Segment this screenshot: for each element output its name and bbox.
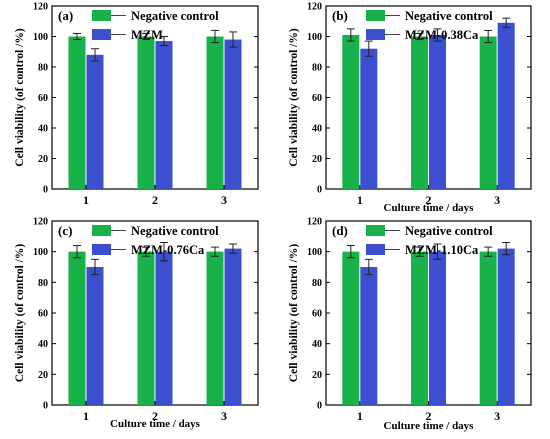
- x-tick-label: 1: [83, 409, 89, 423]
- legend-label: MZM-1.10Ca: [405, 243, 479, 257]
- negative-control-bar: [137, 36, 155, 189]
- negative-control-bar: [206, 251, 224, 405]
- legend-swatch: [92, 10, 111, 21]
- x-tick-label: 2: [152, 193, 158, 207]
- y-tick-label: 60: [312, 309, 322, 320]
- x-tick-label: 3: [221, 409, 227, 423]
- sample-bar: [86, 267, 104, 405]
- panel-label: (c): [58, 223, 72, 238]
- legend-label: MZM-0.76Ca: [131, 243, 205, 257]
- x-tick-label: 2: [426, 193, 432, 207]
- chart-panel-c: 0 20 40 60 80 100 120 Cell viability (of contro…: [14, 217, 259, 430]
- y-axis-label: Cell viability (of control /%): [14, 244, 26, 383]
- negative-control-bar: [479, 251, 497, 405]
- y-tick-label: 60: [38, 93, 48, 104]
- y-tick-label: 40: [38, 339, 48, 350]
- x-tick-label: 3: [494, 193, 500, 207]
- sample-bar: [155, 41, 173, 190]
- chart-panel-d: 0 20 40 60 80 100 120 Cell viability (of contro…: [288, 217, 532, 432]
- y-tick-label: 80: [312, 63, 322, 74]
- y-tick-label: 80: [312, 278, 322, 289]
- x-tick-label: 2: [152, 409, 158, 423]
- sample-bar: [360, 267, 378, 405]
- y-tick-label: 40: [38, 124, 48, 135]
- y-tick-label: 20: [38, 370, 48, 381]
- y-tick-label: 80: [38, 63, 48, 74]
- y-tick-label: 0: [43, 401, 48, 412]
- sample-bar: [224, 248, 242, 405]
- y-tick-label: 20: [38, 154, 48, 165]
- y-tick-label: 120: [33, 2, 48, 13]
- y-tick-label: 20: [312, 370, 322, 381]
- negative-control-bar: [206, 36, 224, 189]
- negative-control-bar: [68, 36, 86, 189]
- panel-label: (b): [332, 8, 348, 23]
- y-tick-label: 120: [33, 217, 48, 228]
- sample-bar: [155, 251, 173, 405]
- sample-bar: [224, 39, 242, 189]
- legend-swatch: [366, 225, 385, 236]
- y-axis-label: Cell viability (of control /%): [288, 28, 300, 167]
- y-tick-label: 0: [317, 185, 322, 196]
- y-tick-label: 60: [38, 309, 48, 320]
- legend-swatch: [366, 244, 385, 255]
- panel-label: (d): [332, 223, 348, 238]
- sample-bar: [429, 251, 446, 405]
- legend-swatch: [366, 10, 385, 21]
- legend-swatch: [92, 244, 111, 255]
- negative-control-bar: [411, 251, 428, 405]
- y-axis-label: Cell viability (of control /%): [14, 28, 26, 167]
- negative-control-bar: [342, 251, 360, 405]
- legend-label: Negative control: [405, 9, 493, 23]
- legend-swatch: [92, 29, 111, 40]
- y-tick-label: 80: [38, 278, 48, 289]
- x-tick-label: 1: [83, 193, 89, 207]
- chart-panel-a: 0 20 40 60 80 100 120 Cell viability (of contro…: [14, 2, 259, 207]
- y-tick-label: 100: [307, 32, 322, 43]
- y-tick-label: 100: [33, 32, 48, 43]
- sample-bar: [360, 48, 378, 190]
- y-tick-label: 120: [307, 217, 322, 228]
- y-tick-label: 100: [307, 247, 322, 258]
- y-tick-label: 0: [43, 185, 48, 196]
- x-tick-label: 2: [426, 409, 432, 423]
- legend-swatch: [92, 225, 111, 236]
- negative-control-bar: [479, 36, 497, 189]
- panel-label: (a): [58, 8, 73, 23]
- sample-bar: [86, 54, 104, 189]
- y-tick-label: 40: [312, 124, 322, 135]
- sample-bar: [497, 22, 515, 190]
- x-tick-label: 1: [357, 193, 363, 207]
- y-axis-label: Cell viability (of control /%): [288, 244, 300, 383]
- x-axis-label: Culture time / days: [384, 202, 475, 214]
- negative-control-bar: [342, 34, 360, 189]
- legend-label: Negative control: [405, 224, 493, 238]
- y-tick-label: 20: [312, 154, 322, 165]
- x-tick-label: 3: [494, 409, 500, 423]
- x-axis-label: Culture time / days: [384, 420, 475, 432]
- legend-label: Negative control: [131, 224, 219, 238]
- x-tick-label: 3: [221, 193, 227, 207]
- negative-control-bar: [411, 36, 428, 189]
- legend-label: Negative control: [131, 9, 219, 23]
- x-axis-label: Culture time / days: [110, 418, 201, 430]
- y-tick-label: 60: [312, 93, 322, 104]
- negative-control-bar: [137, 251, 155, 405]
- y-tick-label: 0: [317, 401, 322, 412]
- chart-panel-b: 0 20 40 60 80 100 120 Cell viability (of contro…: [288, 2, 532, 214]
- y-tick-label: 120: [307, 2, 322, 13]
- legend-label: MZM-0.38Ca: [405, 28, 479, 42]
- legend-swatch: [366, 29, 385, 40]
- negative-control-bar: [68, 251, 86, 405]
- sample-bar: [497, 248, 515, 405]
- legend-label: MZM: [131, 28, 163, 42]
- y-tick-label: 40: [312, 339, 322, 350]
- sample-bar: [429, 34, 446, 189]
- x-tick-label: 1: [357, 409, 363, 423]
- y-tick-label: 100: [33, 247, 48, 258]
